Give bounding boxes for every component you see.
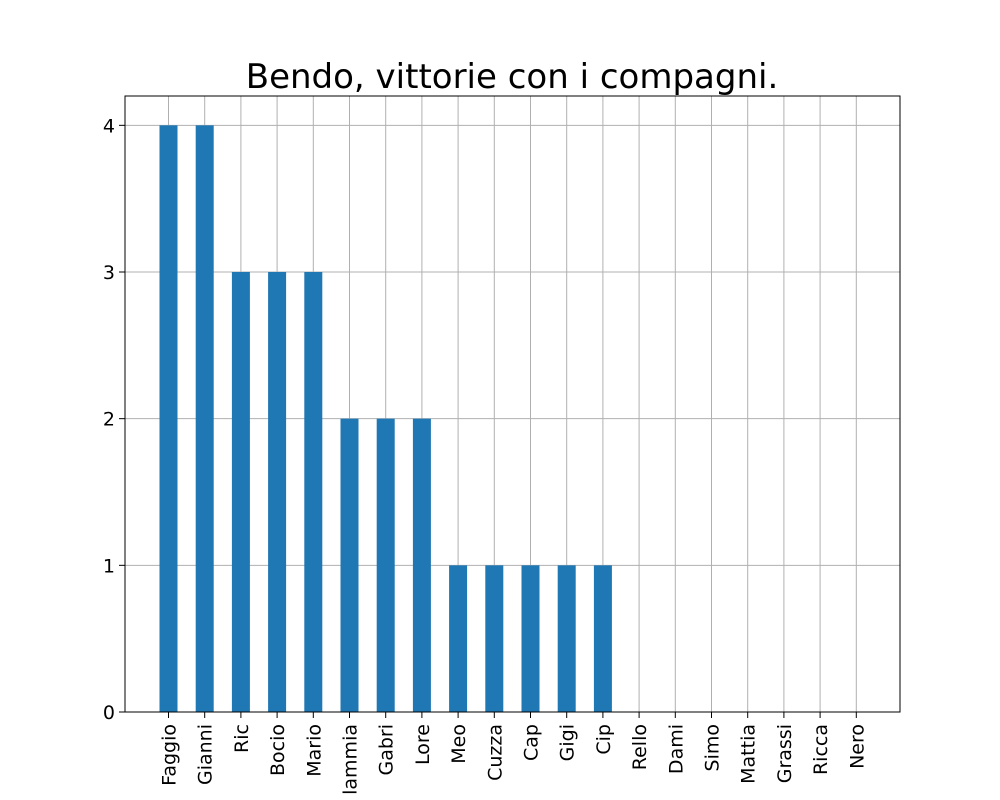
x-tick-label: Mario	[303, 724, 325, 777]
x-tick-label: Lore	[412, 724, 434, 765]
y-tick-label: 3	[103, 262, 115, 284]
plot-frame	[124, 95, 901, 713]
x-tick-label: Simo	[702, 724, 724, 771]
bar	[521, 565, 540, 712]
y-tick-label: 1	[103, 555, 115, 577]
x-tick-label: Ricca	[810, 724, 832, 775]
bar	[304, 272, 323, 712]
x-tick-label: Cuzza	[484, 724, 506, 781]
x-tick-label: Dami	[665, 724, 687, 774]
bar	[376, 418, 395, 712]
x-tick-label: Gigi	[557, 724, 579, 761]
bar	[593, 565, 612, 712]
x-tick-label: lammia	[340, 724, 362, 795]
x-tick-label: Meo	[448, 724, 470, 764]
bars	[159, 125, 612, 713]
x-tick-label: Gabri	[376, 724, 398, 776]
bar	[449, 565, 468, 712]
bar	[485, 565, 504, 712]
x-axis: Faggio Gianni Ric Bocio Mario lammia Gabri Lore…	[159, 712, 868, 795]
x-tick-label: Bocio	[267, 724, 289, 776]
x-tick-label: Cap	[521, 724, 543, 761]
y-tick-label: 2	[103, 409, 115, 431]
y-axis: 0 1 2 3 4	[103, 115, 125, 724]
x-tick-label: Gianni	[195, 724, 217, 785]
bar	[195, 125, 214, 713]
chart-title: Bendo, vittorie con i compagni.	[246, 57, 779, 97]
bar	[340, 418, 359, 712]
bar	[268, 272, 287, 712]
bar	[557, 565, 576, 712]
bar	[412, 418, 431, 712]
bar	[231, 272, 250, 712]
x-tick-label: Grassi	[774, 724, 796, 783]
x-tick-label: Faggio	[159, 724, 181, 786]
x-tick-label: Rello	[629, 724, 651, 770]
bar	[159, 125, 178, 713]
x-tick-label: Mattia	[738, 724, 760, 784]
y-tick-label: 4	[103, 115, 115, 137]
x-tick-label: Nero	[846, 724, 868, 769]
y-tick-label: 0	[103, 702, 115, 724]
x-tick-label: Cip	[593, 724, 615, 755]
x-tick-label: Ric	[231, 724, 253, 753]
